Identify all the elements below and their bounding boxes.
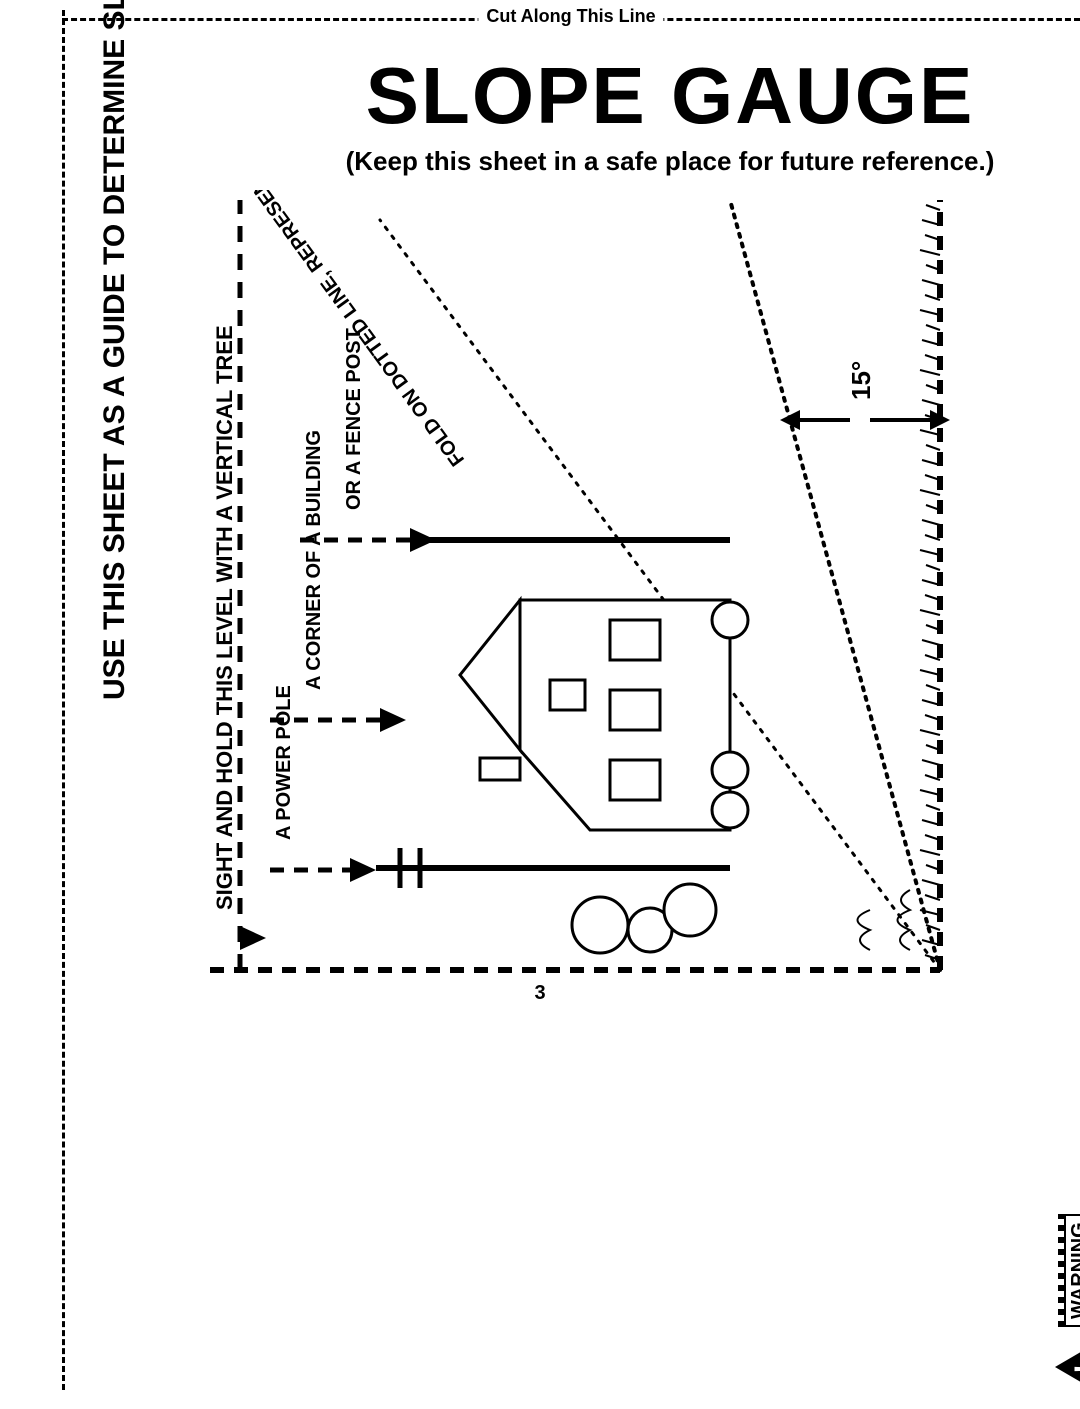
cut-line-horizontal: Cut Along This Line [62,0,1080,40]
svg-text:15°: 15° [846,361,876,400]
house-illustration [376,540,748,953]
warning-label: WARNING [1064,1214,1080,1327]
ref-arrow-1: A POWER POLE [270,685,376,882]
cut-line-vertical [62,10,65,1390]
svg-text:A CORNER OF A BUILDING: A CORNER OF A BUILDING [303,430,325,690]
warning-block: ! WARNING Do not mow on inclines with a … [1055,460,1080,1395]
svg-text:A POWER POLE: A POWER POLE [273,685,295,840]
title-sub: (Keep this sheet in a safe place for fut… [290,146,1050,177]
left-banner-text: USE THIS SHEET AS A GUIDE TO DETERMINE S… [98,0,132,700]
warning-triangle-icon: ! [1055,1339,1080,1395]
svg-text:OR A FENCE POST: OR A FENCE POST [343,328,365,510]
title-block: SLOPE GAUGE (Keep this sheet in a safe p… [290,50,1050,177]
title-main: SLOPE GAUGE [290,50,1050,142]
slope-diagram: SIGHT AND HOLD THIS LEVEL WITH A VERTICA… [170,190,960,980]
sight-line-label: SIGHT AND HOLD THIS LEVEL WITH A VERTICA… [212,325,237,910]
page-number: 3 [0,982,1080,1005]
cut-line-label: Cut Along This Line [478,6,663,27]
